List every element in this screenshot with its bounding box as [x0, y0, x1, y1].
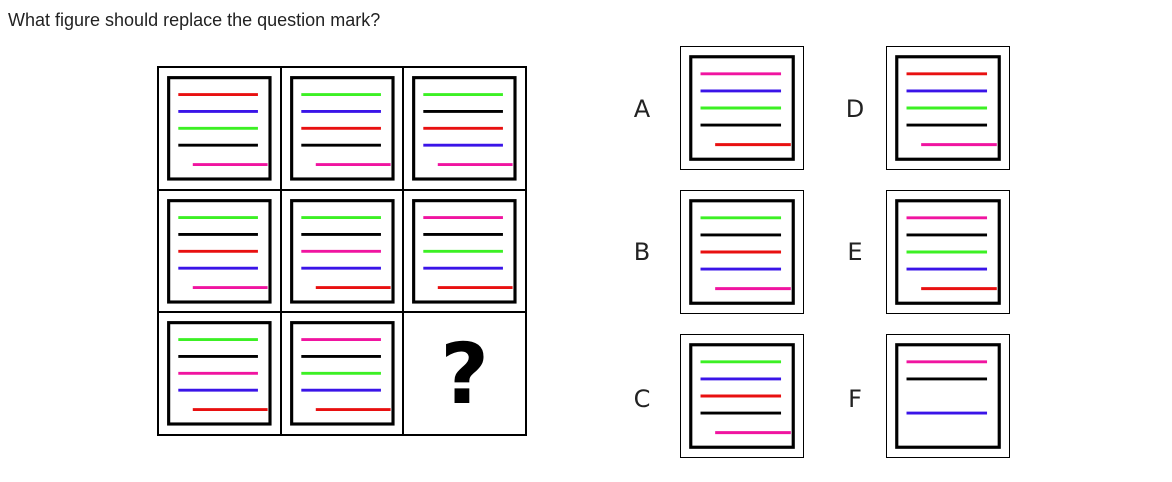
panel-drawing — [689, 199, 795, 305]
grid-cell-2 — [280, 67, 404, 190]
panel-frame — [895, 55, 1001, 161]
panel-frame — [412, 76, 517, 181]
option-f-label: F — [848, 385, 862, 413]
panel-drawing — [895, 55, 1001, 161]
option-d[interactable] — [886, 46, 1010, 170]
panel-drawing — [167, 76, 272, 181]
panel-drawing — [689, 343, 795, 449]
option-c[interactable] — [680, 334, 804, 458]
panel-frame — [689, 343, 795, 449]
option-b-label: B — [633, 238, 651, 266]
question-text: What figure should replace the question … — [8, 10, 381, 30]
option-f[interactable] — [886, 334, 1010, 458]
option-e-label: E — [847, 238, 863, 266]
option-b[interactable] — [680, 190, 804, 314]
panel-drawing — [289, 321, 395, 426]
grid-cell-8 — [280, 312, 404, 435]
panel-drawing — [289, 198, 395, 304]
option-a-label: A — [633, 95, 651, 123]
panel-frame — [412, 198, 517, 304]
panel-frame — [689, 55, 795, 161]
grid-cell-7 — [158, 312, 281, 435]
panel-drawing — [289, 76, 395, 181]
grid-cell-1 — [158, 67, 281, 190]
grid-cell-missing: ? — [403, 312, 526, 435]
panel-drawing — [895, 199, 1001, 305]
grid-cell-3 — [403, 67, 526, 190]
question-mark: ? — [440, 324, 490, 423]
panel-drawing — [895, 343, 1001, 449]
panel-drawing — [167, 321, 272, 426]
option-c-label: C — [633, 385, 651, 413]
panel-drawing — [689, 55, 795, 161]
panel-drawing — [167, 198, 272, 304]
grid-cell-5 — [280, 189, 404, 313]
panel-frame — [289, 76, 395, 181]
panel-frame — [167, 76, 272, 181]
panel-frame — [689, 199, 795, 305]
option-d-label: D — [845, 95, 865, 123]
panel-frame — [167, 321, 272, 426]
panel-drawing — [412, 198, 517, 304]
puzzle-grid: ? — [157, 66, 527, 436]
panel-frame — [895, 199, 1001, 305]
panel-drawing — [412, 76, 517, 181]
panel-frame — [895, 343, 1001, 449]
grid-cell-6 — [403, 189, 526, 313]
option-a[interactable] — [680, 46, 804, 170]
grid-cell-4 — [158, 189, 281, 313]
panel-frame — [289, 321, 395, 426]
panel-frame — [167, 198, 272, 304]
panel-frame — [289, 198, 395, 304]
option-e[interactable] — [886, 190, 1010, 314]
